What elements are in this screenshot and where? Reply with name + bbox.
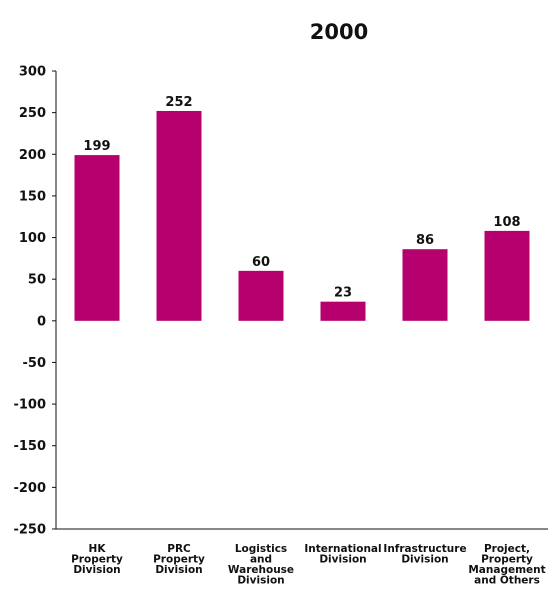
data-labels: 199 252 60 23 86 108 [83,95,520,301]
y-tick-label: -50 [23,356,47,371]
bars [74,110,530,321]
data-label-1: 252 [165,95,192,110]
category-label-2: Logistics and Warehouse Division [228,543,294,587]
category-label-line: Project, [484,543,530,555]
data-label-3: 23 [334,286,352,301]
y-tick-label: -150 [13,439,46,454]
category-label-line: Property [71,554,123,566]
category-label-line: Infrastructure [383,543,466,555]
category-label-3: International Division [304,543,381,566]
bar-3 [320,301,366,321]
y-tick-label: 300 [19,65,46,80]
y-tick-label: 250 [19,106,46,121]
category-label-line: Division [237,575,284,587]
bar-5 [484,230,530,321]
y-tick-label: 50 [28,273,46,288]
bar-0 [74,155,120,321]
y-axis-ticks: 300 250 200 150 100 50 0 -50 -100 -150 -200 -250 [13,65,56,538]
category-label-line: International [304,543,381,555]
category-label-line: Property [481,554,533,566]
category-label-line: HK [89,543,107,555]
category-label-line: Property [153,554,205,566]
category-label-line: Division [401,554,448,566]
chart-title: 2000 [310,20,368,44]
y-tick-label: -100 [13,398,46,413]
data-label-4: 86 [416,233,434,248]
data-label-2: 60 [252,255,270,270]
y-tick-label: -250 [13,523,46,538]
y-tick-label: 200 [19,148,46,163]
category-label-line: Warehouse [228,564,294,576]
y-tick-label: 0 [37,314,46,329]
bar-4 [402,249,448,321]
y-tick-label: -200 [13,481,46,496]
bar-1 [156,110,202,321]
category-label-0: HK Property Division [71,543,123,576]
category-label-5: Project, Property Management and Others [468,543,545,587]
data-label-5: 108 [493,215,520,230]
category-label-line: Logistics [235,543,287,555]
category-label-line: and [250,554,272,566]
category-label-line: Division [155,564,202,576]
category-label-1: PRC Property Division [153,543,205,576]
data-label-0: 199 [83,139,110,154]
y-tick-label: 100 [19,231,46,246]
category-label-line: PRC [167,543,191,555]
bar-2 [238,270,284,321]
category-label-4: Infrastructure Division [383,543,466,566]
category-label-line: Division [73,564,120,576]
category-label-line: and Others [474,575,540,587]
category-label-line: Division [319,554,366,566]
y-tick-label: 150 [19,189,46,204]
category-label-line: Management [468,564,545,576]
